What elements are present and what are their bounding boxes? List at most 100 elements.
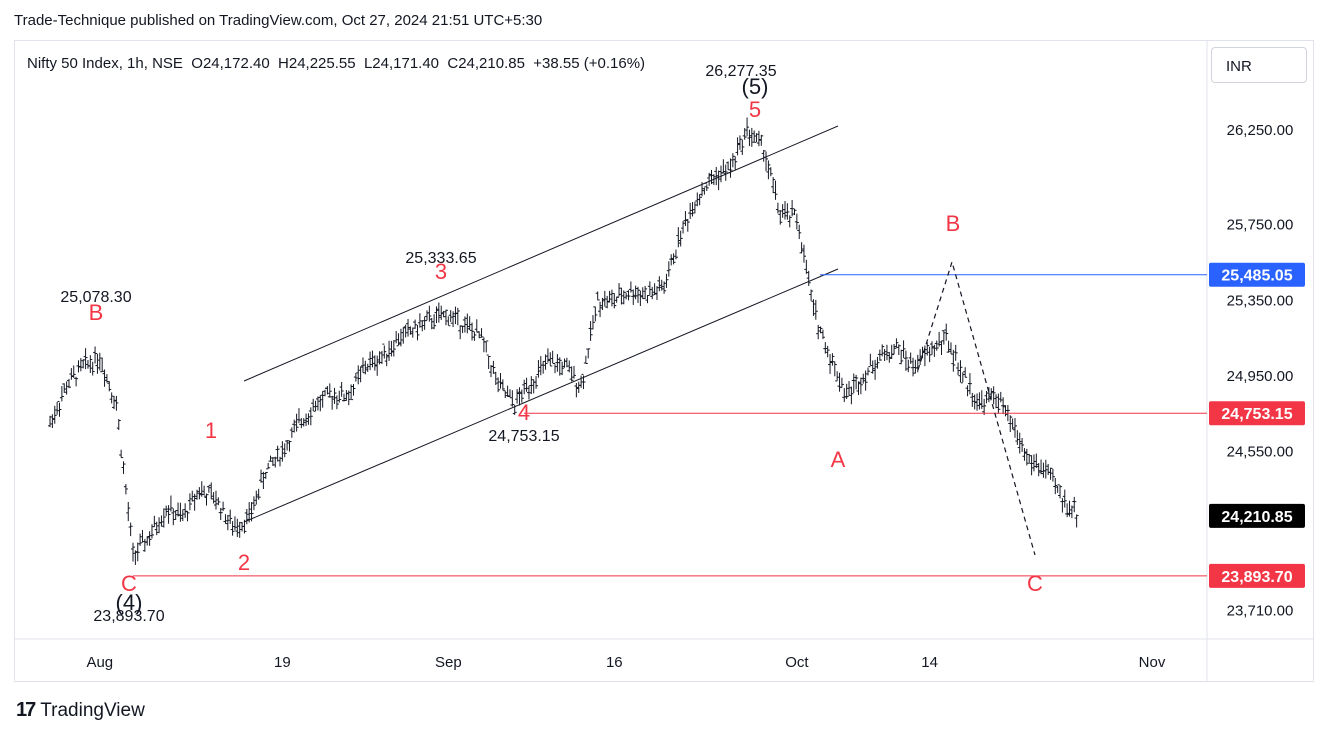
ohlc-bar <box>52 405 57 424</box>
publish-info: Trade-Technique published on TradingView… <box>14 12 543 29</box>
ohlc-bar <box>140 529 145 543</box>
footer-brand[interactable]: 17 TradingView <box>16 699 145 722</box>
ohlc-bar <box>666 261 671 277</box>
ohlc-bar <box>199 481 204 497</box>
ohlc-bar <box>541 360 546 374</box>
ohlc-bar <box>825 345 830 358</box>
ohlc-bar <box>123 484 128 495</box>
ohlc-bar <box>865 367 870 376</box>
ohlc-bar <box>325 386 330 395</box>
ohlc-bar <box>443 309 448 326</box>
ohlc-bar <box>633 285 638 300</box>
ohlc-bar <box>434 306 439 324</box>
ohlc-bar <box>57 400 62 417</box>
ohlc-bar <box>353 372 358 382</box>
ohlc-bar <box>436 302 441 323</box>
time-axis-ticks: Aug 19 Sep 16 Oct 14 Nov <box>86 654 1165 671</box>
ohlc-bar <box>356 365 361 385</box>
ohlc-bar <box>723 164 728 181</box>
change-value: +38.55 (+0.16%) <box>533 55 646 72</box>
ohlc-bar <box>868 353 873 368</box>
wave-label: 23,893.70 <box>93 608 164 625</box>
ohlc-bar <box>152 515 157 528</box>
currency-button[interactable]: INR <box>1211 47 1307 83</box>
ohlc-bar <box>339 382 344 397</box>
ohlc-bar <box>112 395 117 410</box>
ohlc-bar <box>1020 437 1025 452</box>
ohlc-bar <box>306 413 311 425</box>
ohlc-bar <box>315 396 320 411</box>
ohlc-bar <box>612 293 617 309</box>
symbol-name[interactable]: Nifty 50 Index, 1h, NSE <box>27 55 183 72</box>
ohlc-bar <box>261 471 266 490</box>
ohlc-bar <box>439 305 444 320</box>
ohlc-bar <box>467 316 472 331</box>
ohlc-bar <box>564 357 569 368</box>
ohlc-bar <box>702 186 707 195</box>
y-tick-label: 24,950.00 <box>1227 368 1294 385</box>
ohlc-bar <box>93 346 98 364</box>
wave-label: 25,333.65 <box>405 250 476 267</box>
ohlc-bar <box>282 443 287 458</box>
ohlc-bar <box>507 389 512 399</box>
ohlc-bar <box>211 492 216 504</box>
ohlc-bar <box>190 490 195 502</box>
ohlc-bar <box>939 340 944 355</box>
ohlc-bar <box>567 360 572 373</box>
ohlc-bar <box>360 357 365 374</box>
ohlc-bar <box>76 360 81 373</box>
ohlc-bar <box>726 161 731 171</box>
ohlc-bar <box>847 381 852 396</box>
ohlc-bar <box>171 508 176 526</box>
ohlc-bar <box>387 340 392 361</box>
ohlc-bar <box>844 383 849 399</box>
ohlc-bar <box>1022 448 1027 461</box>
ohlc-bar <box>78 358 83 372</box>
ohlc-bar <box>100 357 105 373</box>
ohlc-bar <box>662 281 667 294</box>
ohlc-bar <box>778 210 783 225</box>
ohlc-legend: Nifty 50 Index, 1h, NSE O24,172.40 H24,2… <box>27 55 645 72</box>
ohlc-bar <box>887 351 892 363</box>
ohlc-bar <box>856 381 861 396</box>
ohlc-bar <box>422 315 427 330</box>
ohlc-bar <box>944 323 949 341</box>
price-axis-ticks: 26,250.00 25,750.00 25,350.00 24,950.00 24,5… <box>1227 122 1294 620</box>
ohlc-bar <box>230 521 235 536</box>
ohlc-bar <box>967 373 972 395</box>
ohlc-bar <box>486 354 491 370</box>
ohlc-bar <box>657 276 662 292</box>
ohlc-bar <box>337 390 342 403</box>
ohlc-bar <box>896 344 901 356</box>
ohlc-bar <box>948 342 953 355</box>
ohlc-bar <box>638 290 643 307</box>
ohlc-bar <box>254 490 259 505</box>
ohlc-bar <box>396 333 401 347</box>
ohlc-bar <box>470 322 475 341</box>
ohlc-bar <box>1027 453 1032 464</box>
ohlc-bar <box>427 305 432 322</box>
x-tick-label: 16 <box>606 654 623 671</box>
ohlc-bar <box>206 484 211 493</box>
ohlc-bar <box>780 204 785 218</box>
ohlc-bar <box>880 344 885 357</box>
ohlc-bar <box>801 244 806 263</box>
ohlc-bar <box>811 299 816 316</box>
ohlc-bar <box>292 419 297 433</box>
ohlc-bar <box>1060 498 1065 513</box>
ohlc-bar <box>164 505 169 517</box>
ohlc-bar <box>370 350 375 368</box>
ohlc-bar <box>977 392 982 410</box>
ohlc-bar <box>595 291 600 301</box>
ohlc-bar <box>735 137 740 156</box>
ohlc-bar <box>498 373 503 389</box>
ohlc-bar <box>882 348 887 362</box>
wave-b-c-dashed-path <box>917 259 1036 556</box>
ohlc-bar <box>621 290 626 305</box>
ohlc-bar <box>875 356 880 369</box>
ohlc-bar <box>415 325 420 341</box>
ohlc-bar <box>159 515 164 527</box>
ohlc-bar <box>889 344 894 359</box>
high-value: 24,225.55 <box>288 55 356 72</box>
